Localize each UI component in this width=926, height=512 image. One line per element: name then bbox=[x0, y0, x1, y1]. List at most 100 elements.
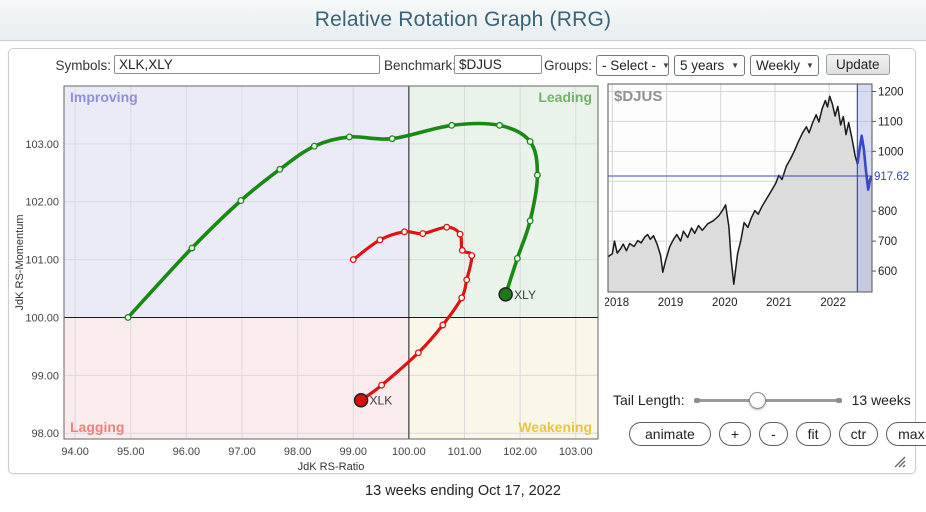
benchmark-input[interactable] bbox=[454, 55, 542, 74]
quadrant-label-improving: Improving bbox=[70, 89, 138, 105]
button-animate[interactable]: animate bbox=[629, 422, 711, 446]
tail-xlk: XLK bbox=[349, 223, 476, 408]
svg-text:101.00: 101.00 bbox=[448, 446, 482, 458]
head-marker-xly[interactable]: XLY bbox=[498, 287, 536, 302]
toolbar: Symbols: Benchmark: Groups: - Select - ▼… bbox=[9, 49, 915, 79]
tail-marker bbox=[310, 142, 318, 150]
groups-select-value: - Select - bbox=[602, 58, 657, 73]
tail-marker bbox=[400, 228, 408, 236]
tail-marker bbox=[443, 223, 451, 231]
rrg-x-ticks: 94.00 95.00 96.00 97.00 98.00 99.00 100.00 101.… bbox=[61, 446, 592, 458]
button-max[interactable]: max bbox=[886, 422, 926, 446]
tail-marker bbox=[237, 197, 245, 205]
tail-marker bbox=[458, 246, 466, 254]
page-title: Relative Rotation Graph (RRG) bbox=[314, 8, 612, 31]
tail-marker bbox=[419, 230, 427, 238]
svg-text:102.00: 102.00 bbox=[503, 446, 537, 458]
svg-text:95.00: 95.00 bbox=[117, 446, 145, 458]
groups-label: Groups: bbox=[543, 58, 592, 73]
x-axis-label: JdK RS-Ratio bbox=[298, 461, 365, 473]
frequency-select-value: Weekly bbox=[756, 58, 801, 73]
tail-marker bbox=[526, 138, 534, 146]
benchmark-title: $DJUS bbox=[614, 88, 662, 105]
symbols-label: Symbols: bbox=[55, 58, 111, 73]
tail-length-row: Tail Length: 13 weeks bbox=[613, 390, 911, 410]
head-marker-xlk[interactable]: XLK bbox=[353, 392, 393, 408]
tail-marker bbox=[439, 321, 447, 329]
tail-length-slider[interactable] bbox=[693, 392, 842, 409]
tail-marker bbox=[448, 121, 456, 129]
tail-xly: XLY bbox=[124, 121, 541, 321]
tail-marker bbox=[345, 133, 353, 141]
app-header: Relative Rotation Graph (RRG) bbox=[0, 0, 926, 41]
svg-text:100.00: 100.00 bbox=[25, 312, 59, 324]
svg-text:99.00: 99.00 bbox=[339, 446, 367, 458]
chart-caption: 13 weeks ending Oct 17, 2022 bbox=[365, 483, 561, 499]
svg-text:98.00: 98.00 bbox=[284, 446, 312, 458]
benchmark-area-fill bbox=[608, 96, 872, 292]
rrg-panel: Symbols: Benchmark: Groups: - Select - ▼… bbox=[8, 48, 926, 474]
svg-text:2018: 2018 bbox=[605, 297, 629, 309]
period-select[interactable]: 5 years ▼ bbox=[674, 55, 745, 76]
quadrant-label-lagging: Lagging bbox=[70, 419, 124, 435]
benchmark-highlight-line bbox=[856, 134, 873, 191]
tail-marker bbox=[414, 349, 422, 357]
rrg-center-lines bbox=[64, 86, 598, 439]
svg-text:101.00: 101.00 bbox=[25, 255, 59, 267]
tail-length-value: 13 weeks bbox=[851, 392, 911, 408]
chevron-down-icon: ▼ bbox=[662, 61, 670, 70]
tail-marker bbox=[376, 236, 384, 244]
benchmark-chart-svg: $DJUS 1200 1100 1000 800 700 600 917.62 2018 2019… bbox=[605, 83, 909, 309]
update-button[interactable]: Update bbox=[826, 54, 890, 75]
frequency-select[interactable]: Weekly ▼ bbox=[750, 55, 819, 76]
svg-text:700: 700 bbox=[878, 236, 897, 248]
rrg-plot-border bbox=[63, 85, 599, 440]
tail-marker bbox=[378, 381, 386, 389]
svg-text:1200: 1200 bbox=[878, 86, 904, 98]
rrg-y-ticks: 98.00 99.00 100.00 101.00 102.00 103.00 bbox=[25, 139, 59, 440]
tail-marker bbox=[463, 276, 471, 284]
chart-buttons-row: animate + - fit ctr max bbox=[629, 422, 926, 446]
current-value-label: 917.62 bbox=[874, 171, 909, 183]
slider-thumb[interactable] bbox=[749, 392, 767, 409]
svg-text:99.00: 99.00 bbox=[31, 370, 59, 382]
benchmark-label: Benchmark: bbox=[384, 58, 457, 73]
button-zoom-in[interactable]: + bbox=[718, 422, 751, 446]
resize-handle-icon[interactable] bbox=[892, 454, 906, 468]
svg-text:600: 600 bbox=[878, 266, 897, 278]
tail-marker bbox=[456, 230, 464, 238]
button-ctr[interactable]: ctr bbox=[838, 422, 879, 446]
slider-track[interactable] bbox=[693, 398, 842, 403]
tail-marker bbox=[388, 135, 396, 143]
svg-text:2021: 2021 bbox=[766, 297, 792, 309]
button-fit[interactable]: fit bbox=[795, 422, 831, 446]
svg-text:98.00: 98.00 bbox=[31, 428, 59, 440]
button-zoom-out[interactable]: - bbox=[759, 422, 788, 446]
svg-text:97.00: 97.00 bbox=[228, 446, 256, 458]
svg-text:1000: 1000 bbox=[878, 146, 904, 158]
chevron-down-icon: ▼ bbox=[731, 61, 739, 70]
rrg-chart-svg: Improving Leading Lagging Weakening 94.00 95.… bbox=[14, 85, 599, 473]
svg-text:103.00: 103.00 bbox=[25, 139, 59, 151]
tail-marker bbox=[124, 314, 132, 321]
svg-text:2022: 2022 bbox=[820, 297, 846, 309]
tail-marker bbox=[533, 171, 541, 179]
tail-marker bbox=[349, 256, 357, 264]
svg-text:800: 800 bbox=[878, 206, 897, 218]
benchmark-plot-border bbox=[607, 83, 873, 293]
symbols-input[interactable] bbox=[114, 55, 380, 74]
tail-marker bbox=[188, 244, 196, 252]
groups-select[interactable]: - Select - ▼ bbox=[596, 55, 670, 76]
svg-text:94.00: 94.00 bbox=[61, 446, 89, 458]
svg-text:103.00: 103.00 bbox=[559, 446, 593, 458]
benchmark-x-ticks: 2018 2019 2020 2021 2022 bbox=[605, 297, 846, 309]
svg-text:100.00: 100.00 bbox=[392, 446, 426, 458]
svg-text:1100: 1100 bbox=[878, 116, 903, 128]
period-select-value: 5 years bbox=[680, 58, 725, 73]
quadrant-labels: Improving Leading Lagging Weakening bbox=[70, 89, 592, 435]
quadrant-label-weakening: Weakening bbox=[518, 419, 592, 435]
tail-marker bbox=[468, 252, 476, 260]
chevron-down-icon: ▼ bbox=[806, 61, 814, 70]
benchmark-y-ticks: 1200 1100 1000 800 700 600 bbox=[872, 86, 904, 278]
y-axis-label: JdK RS-Momentum bbox=[14, 215, 26, 311]
